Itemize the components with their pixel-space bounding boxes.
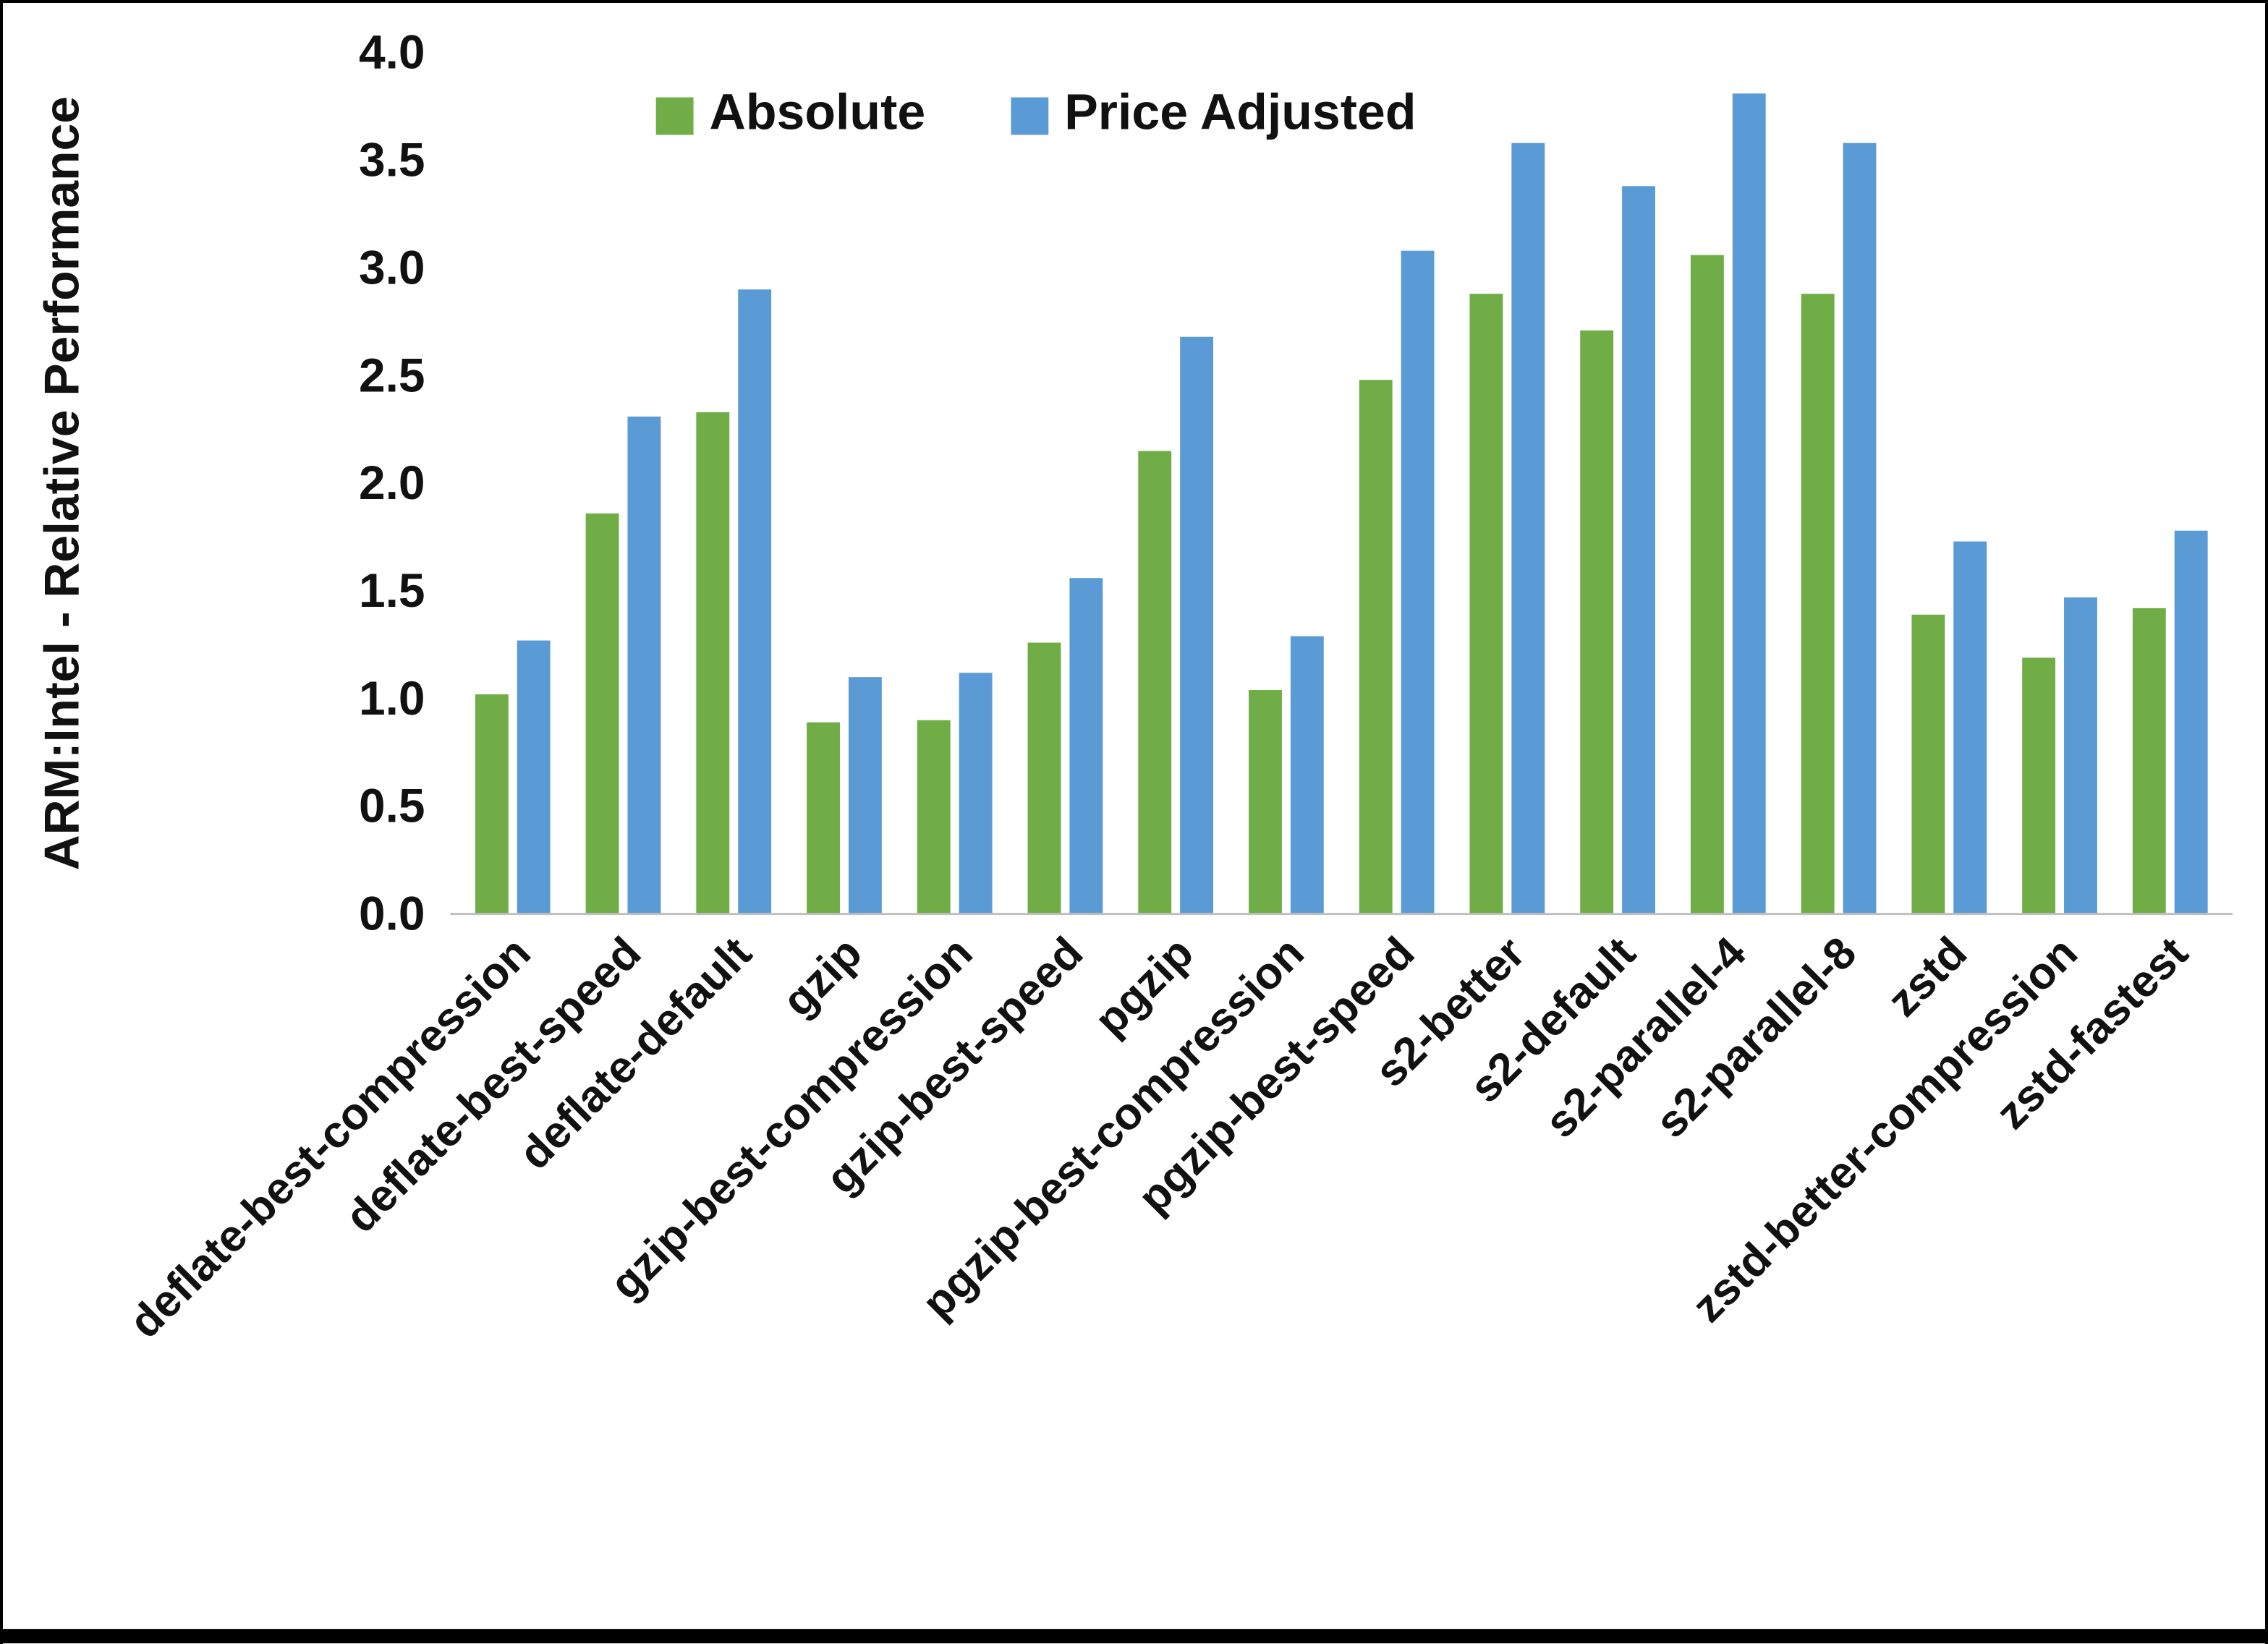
bar-price-adjusted — [1069, 578, 1103, 914]
bar-absolute — [2132, 608, 2166, 914]
bar-price-adjusted — [627, 416, 661, 914]
y-tick-label: 4.0 — [359, 25, 425, 79]
bar-price-adjusted — [1180, 336, 1214, 914]
y-tick-label: 0.0 — [359, 887, 425, 940]
bar-absolute — [1469, 294, 1503, 914]
bar-price-adjusted — [517, 640, 551, 914]
bar-price-adjusted — [959, 673, 993, 914]
y-tick-label: 1.5 — [359, 563, 425, 617]
bar-price-adjusted — [1843, 142, 1877, 914]
bar-absolute — [585, 513, 619, 914]
bar-price-adjusted — [2174, 530, 2208, 914]
y-tick-label: 2.5 — [359, 348, 425, 401]
legend-swatch-price-adjusted — [1011, 97, 1049, 135]
bar-price-adjusted — [1401, 250, 1435, 914]
bar-absolute — [475, 694, 509, 914]
bottom-border-band — [3, 1629, 2265, 1644]
bar-absolute — [2022, 657, 2056, 914]
y-tick-label: 2.0 — [359, 456, 425, 509]
y-tick-label: 3.5 — [359, 133, 425, 187]
bar-price-adjusted — [2064, 597, 2097, 914]
bar-price-adjusted — [1511, 142, 1545, 914]
bar-absolute — [1690, 255, 1724, 914]
bar-absolute — [696, 412, 730, 914]
bar-absolute — [1580, 330, 1614, 914]
bar-absolute — [917, 720, 951, 914]
bar-price-adjusted — [1290, 636, 1324, 914]
legend-swatch-absolute — [655, 97, 694, 135]
bar-absolute — [1027, 642, 1061, 914]
x-tick-label: deflate-best-compression — [120, 928, 540, 1348]
bar-absolute — [807, 722, 840, 914]
bar-absolute — [1801, 294, 1835, 914]
bar-absolute — [1359, 380, 1393, 914]
bar-price-adjusted — [1953, 541, 1987, 914]
x-tick-label: gzip — [773, 928, 872, 1026]
bar-absolute — [1249, 690, 1282, 914]
x-tick-label: zstd — [1878, 928, 1976, 1026]
bar-chart: 0.0 0.5 1.0 1.5 2.0 2.5 3.0 3.5 4.0 ARM:Intel - R… — [3, 25, 2265, 1644]
y-tick-label: 1.0 — [359, 671, 425, 725]
bar-price-adjusted — [1622, 186, 1655, 914]
bar-price-adjusted — [738, 289, 772, 914]
y-axis-title: ARM:Intel - Relative Performance — [35, 96, 90, 870]
bar-absolute — [1911, 614, 1945, 914]
legend-label: Price Adjusted — [1064, 83, 1416, 140]
y-tick-label: 0.5 — [359, 779, 425, 832]
legend-label: Absolute — [710, 83, 926, 140]
bar-price-adjusted — [1732, 93, 1766, 914]
bar-absolute — [1138, 451, 1172, 914]
bar-price-adjusted — [848, 677, 882, 914]
y-tick-label: 3.0 — [359, 240, 425, 294]
x-tick-label: zstd-fastest — [1987, 928, 2198, 1139]
